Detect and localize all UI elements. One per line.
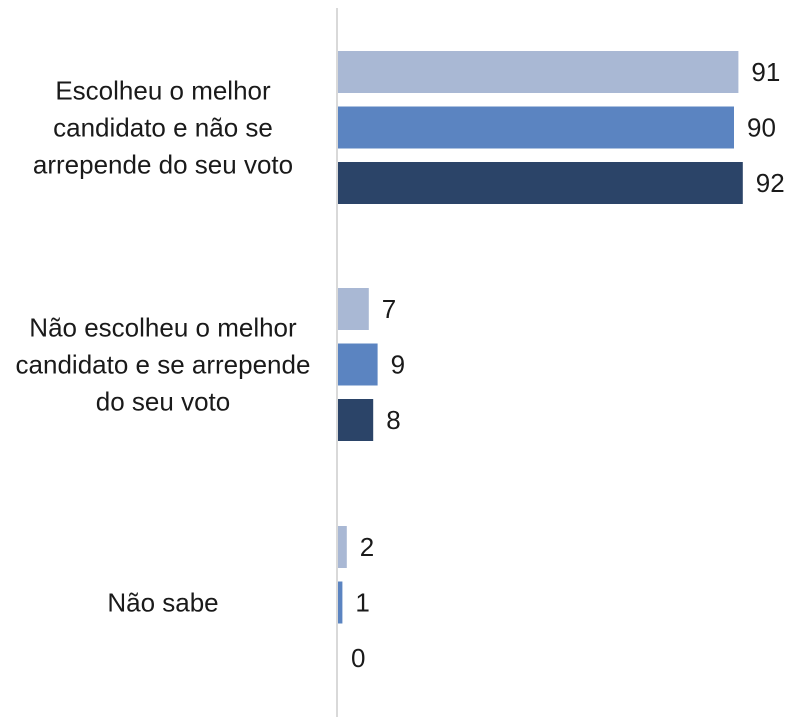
value-label: 90 [747, 112, 776, 142]
value-label: 91 [751, 57, 780, 87]
value-label: 9 [391, 349, 405, 379]
value-label: 0 [351, 643, 365, 673]
value-label: 92 [756, 168, 785, 198]
value-label: 7 [382, 294, 396, 324]
bar [338, 51, 739, 93]
category-label: Não escolheu o melhor candidato e se arr… [15, 312, 311, 416]
bar [338, 106, 734, 149]
category-label: Escolheu o melhor candidato e não se arr… [32, 75, 294, 179]
bar [338, 526, 347, 568]
bar [338, 162, 743, 204]
value-label: 8 [386, 405, 400, 435]
bar [338, 343, 378, 386]
bar [338, 399, 374, 441]
bar [338, 581, 343, 624]
value-label: 2 [360, 532, 374, 562]
category-label: Não sabe [107, 587, 219, 617]
bar [338, 288, 369, 330]
value-label: 1 [355, 587, 369, 617]
